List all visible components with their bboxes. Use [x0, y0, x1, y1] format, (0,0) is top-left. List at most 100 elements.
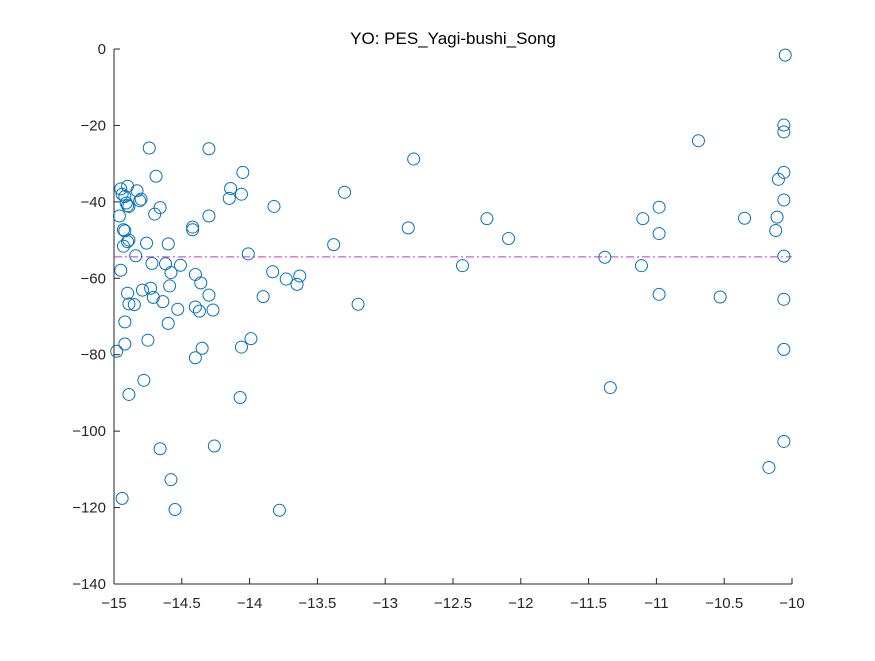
data-point — [777, 249, 791, 263]
data-point — [121, 286, 135, 300]
data-point — [407, 152, 421, 166]
x-tick-label: −14.5 — [163, 595, 201, 612]
data-point — [168, 502, 182, 516]
data-point — [194, 276, 208, 290]
data-point — [652, 227, 666, 241]
data-point — [153, 442, 167, 456]
data-point — [121, 235, 135, 249]
data-point — [267, 199, 281, 213]
y-tick-label: −140 — [72, 576, 106, 593]
data-point — [636, 212, 650, 226]
data-point — [116, 223, 130, 237]
data-point — [142, 141, 156, 155]
data-point — [236, 165, 250, 179]
data-point — [114, 263, 128, 277]
x-tick-label: −12 — [508, 595, 533, 612]
data-point — [256, 290, 270, 304]
y-tick-label: −60 — [81, 270, 106, 287]
data-point — [691, 134, 705, 148]
data-point — [351, 297, 365, 311]
data-point — [163, 279, 177, 293]
data-point — [202, 142, 216, 156]
plot-area: −15 −14.5 −14 −13.5 −13 −12.5 −12 −11.5 −11 −10.5… — [72, 41, 805, 612]
data-point — [244, 332, 258, 346]
data-point — [115, 491, 129, 505]
data-point — [140, 236, 154, 250]
data-point — [118, 337, 132, 351]
data-point — [778, 48, 792, 62]
data-point — [156, 295, 170, 309]
data-point — [145, 256, 159, 270]
data-point — [114, 182, 128, 196]
data-point — [293, 269, 307, 283]
data-point — [771, 172, 785, 186]
chart-title: YO: PES_Yagi-bushi_Song — [350, 29, 556, 48]
data-point — [122, 297, 136, 311]
data-point — [598, 250, 612, 264]
data-point — [153, 201, 167, 215]
x-tick-label: −11 — [644, 595, 668, 612]
x-tick-label: −11.5 — [570, 595, 607, 612]
data-point — [118, 315, 132, 329]
data-point — [133, 194, 147, 208]
x-tick-label: −13 — [372, 595, 397, 612]
y-tick-label: −80 — [81, 347, 106, 364]
data-point — [135, 283, 149, 297]
data-point — [777, 434, 791, 448]
data-point — [202, 288, 216, 302]
data-point — [164, 473, 178, 487]
data-point — [762, 460, 776, 474]
y-tick-label: 0 — [98, 41, 106, 58]
data-point — [192, 304, 206, 318]
x-tick-label: −15 — [101, 595, 126, 612]
x-tick-label: −14 — [237, 595, 262, 612]
data-point — [224, 181, 238, 195]
data-point — [144, 281, 158, 295]
data-point — [127, 298, 141, 312]
data-point — [118, 224, 132, 238]
y-tick-label: −20 — [81, 117, 106, 134]
y-tick-label: −120 — [72, 500, 106, 517]
data-point — [603, 381, 617, 395]
data-point — [149, 169, 163, 183]
data-point — [455, 259, 469, 273]
data-point — [233, 391, 247, 405]
data-point — [777, 165, 791, 179]
data-point — [769, 224, 783, 238]
data-point — [119, 196, 133, 210]
data-point — [134, 192, 148, 206]
data-point — [122, 387, 136, 401]
data-point — [186, 220, 200, 234]
data-point — [502, 232, 516, 246]
data-point — [777, 342, 791, 356]
data-point — [234, 340, 248, 354]
data-point — [279, 272, 293, 286]
x-tick-label: −10 — [779, 595, 804, 612]
data-point — [122, 199, 136, 213]
data-point — [272, 503, 286, 517]
data-point — [161, 237, 175, 251]
data-point — [290, 277, 304, 291]
y-tick-label: −40 — [81, 194, 106, 211]
data-point — [129, 249, 143, 263]
data-point — [338, 185, 352, 199]
data-point — [401, 221, 415, 235]
data-point — [130, 184, 144, 198]
data-point — [202, 209, 216, 223]
data-point — [652, 200, 666, 214]
data-point — [121, 199, 135, 213]
data-point — [266, 265, 280, 279]
data-point — [652, 287, 666, 301]
data-point — [112, 209, 126, 223]
data-point — [148, 207, 162, 221]
data-point — [137, 373, 151, 387]
data-point — [110, 344, 124, 358]
data-point — [195, 341, 209, 355]
data-point — [738, 211, 752, 225]
data-point — [713, 290, 727, 304]
data-point — [222, 191, 236, 205]
x-tick-label: −10.5 — [705, 595, 743, 612]
